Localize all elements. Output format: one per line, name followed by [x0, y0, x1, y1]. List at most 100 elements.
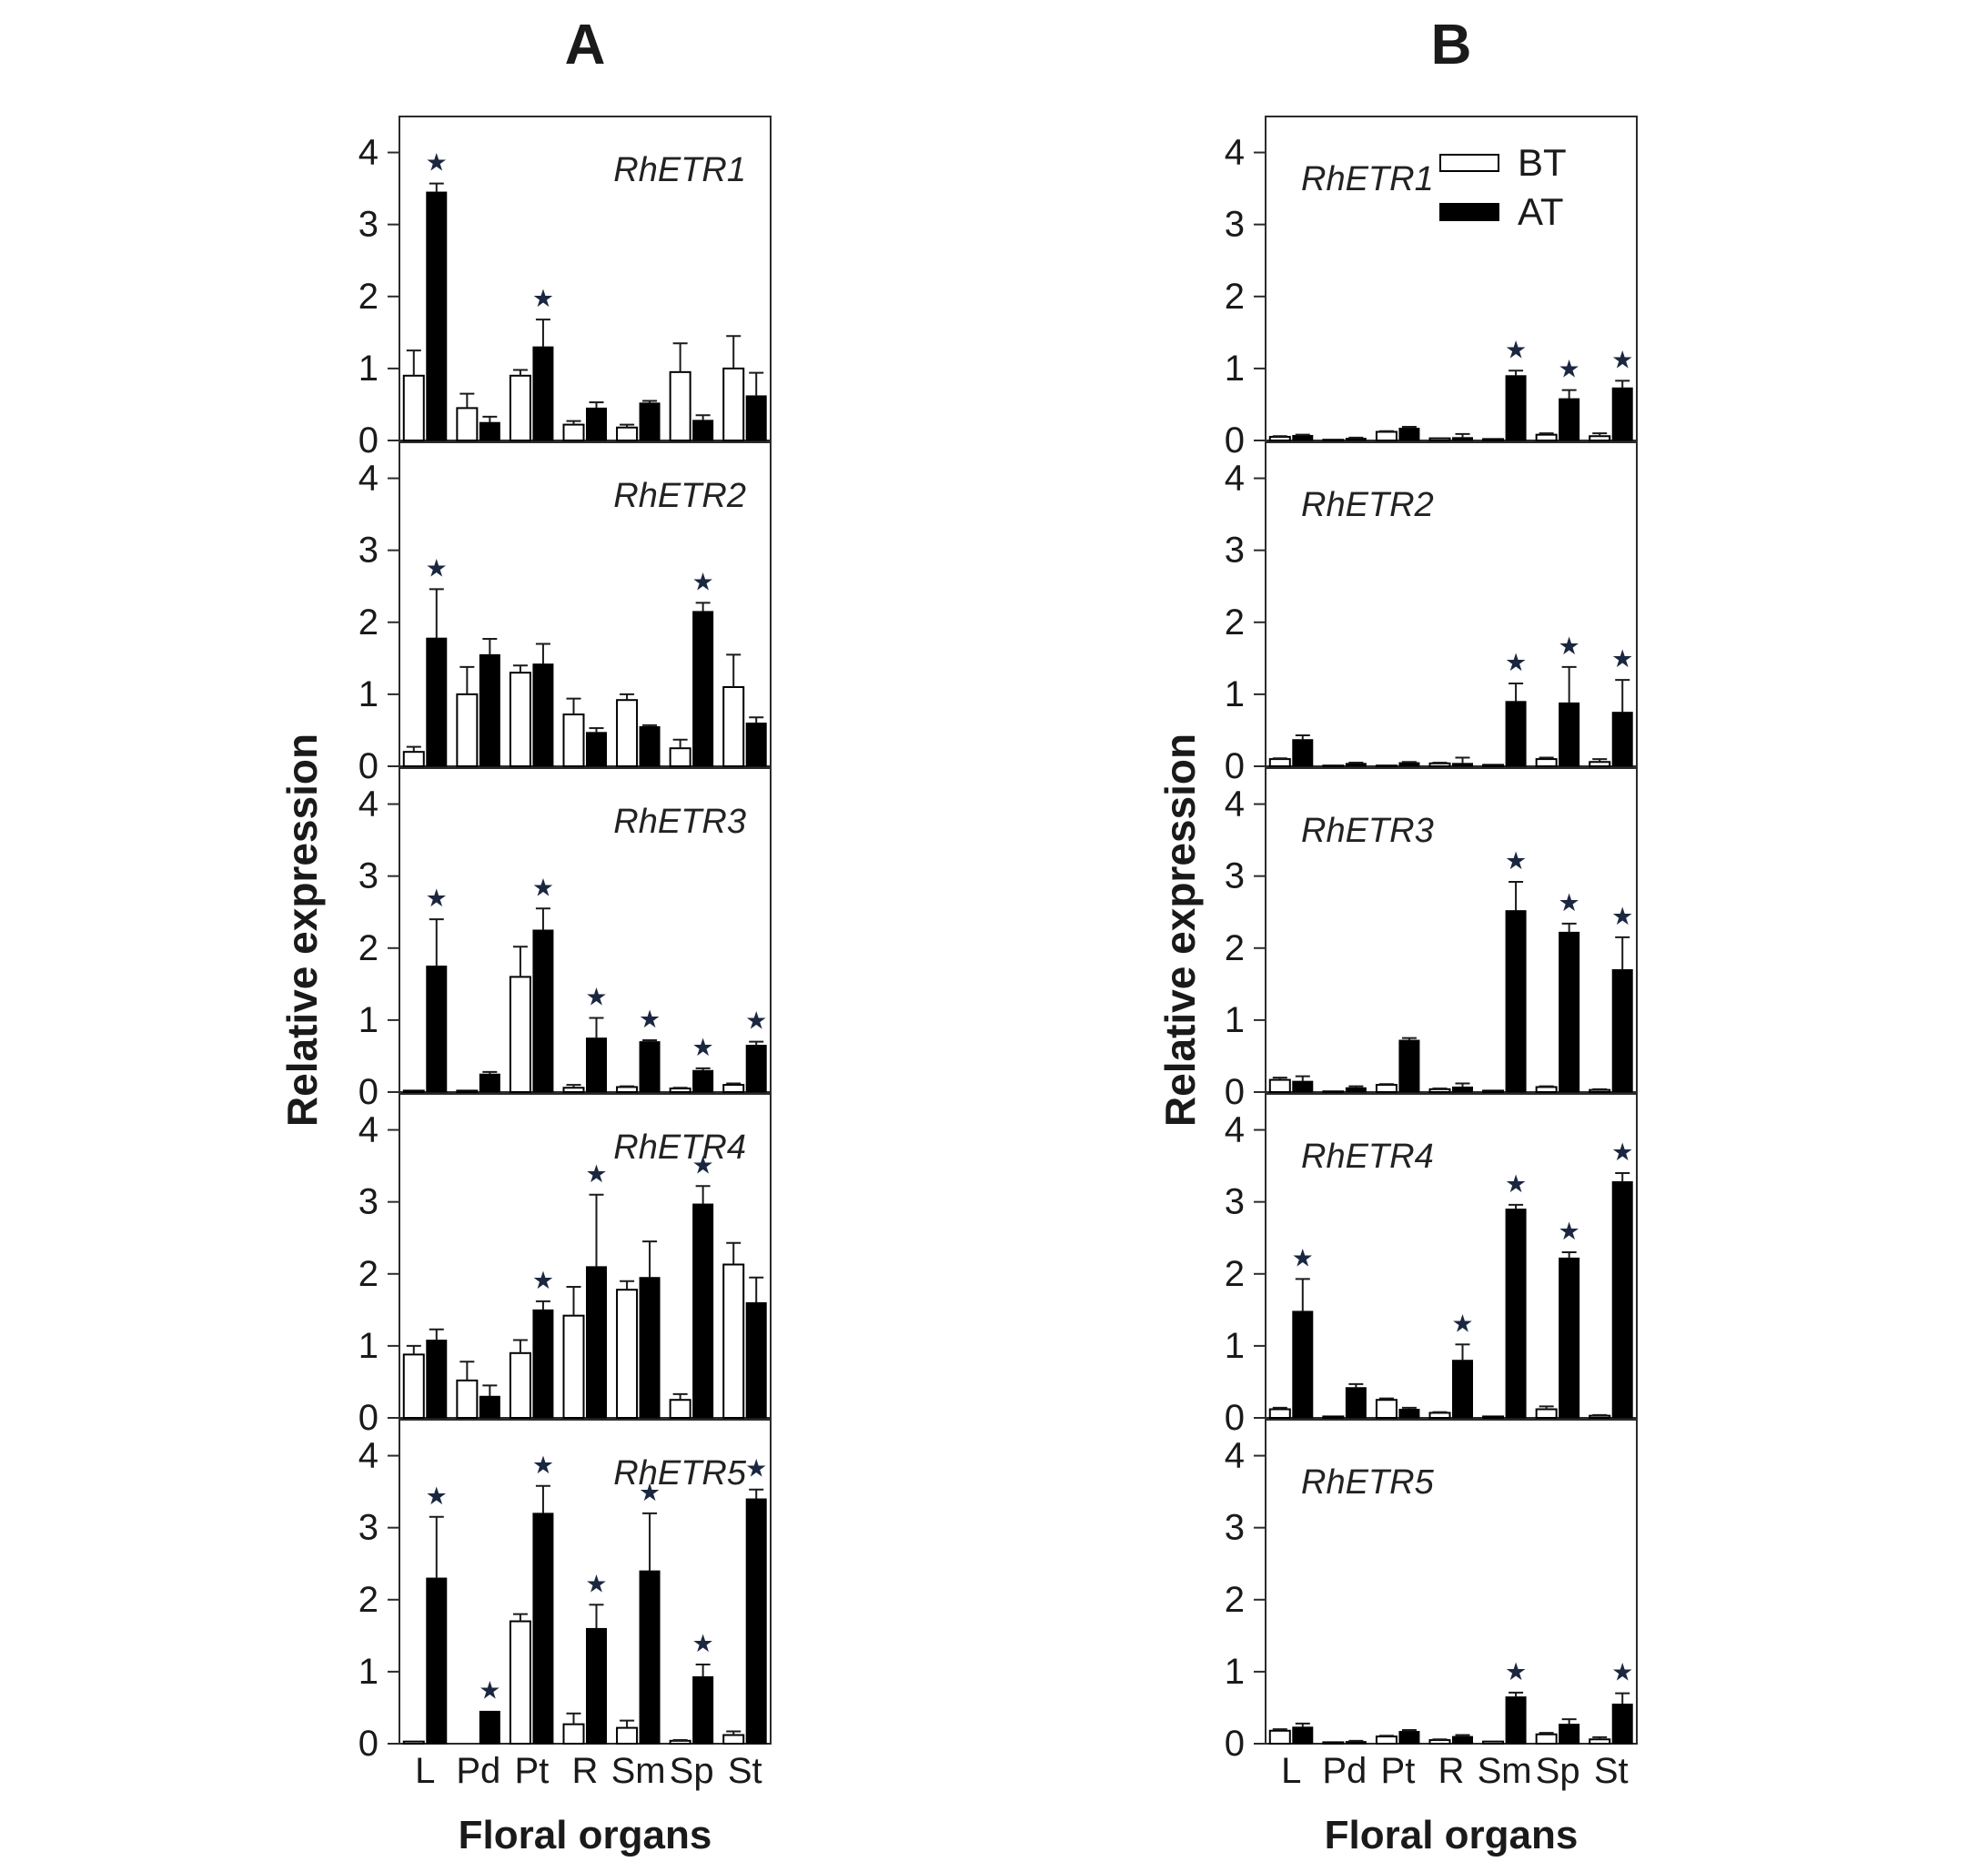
bar-at-St	[745, 395, 767, 441]
column-b-title: B	[1430, 14, 1472, 76]
bar-at-St	[1611, 1181, 1633, 1419]
bar-at-Pt	[532, 1309, 554, 1419]
chart-svg-a-rhetr1: 0 1 2 3 4 RhETR1 ★ ★	[358, 116, 772, 460]
bar-at-R	[586, 407, 607, 441]
y-tick-label: 4	[1225, 784, 1245, 825]
bar-at-Sm	[639, 1570, 661, 1745]
bar-bt-Sm	[616, 1289, 639, 1419]
x-category-label-L: L	[415, 1751, 435, 1791]
chart-panel-b-rhetr1: 0 1 2 3 4 RhETR1 ★ ★ ★	[1185, 116, 1640, 489]
bar-at-Sm	[1505, 375, 1527, 441]
significance-asterisk-icon: ★	[1611, 903, 1633, 930]
bar-at-St	[1611, 1703, 1633, 1745]
significance-asterisk-icon: ★	[426, 149, 448, 177]
y-tick-label: 2	[358, 1580, 378, 1620]
bar-bt-L	[402, 1740, 425, 1746]
bar-at-L	[426, 1577, 448, 1745]
bar-at-Pt	[1398, 428, 1420, 441]
bar-at-L	[426, 191, 448, 441]
bar-bt-Pd	[456, 1379, 479, 1419]
x-category-label-Sp: Sp	[670, 1751, 714, 1791]
bar-bt-Pd	[1322, 764, 1345, 768]
y-tick-label: 3	[1225, 205, 1245, 245]
panel-border	[1265, 767, 1638, 1093]
bar-at-Pt	[1398, 1731, 1420, 1745]
bar-at-Sp	[1559, 1724, 1580, 1745]
y-tick-label: 1	[358, 674, 378, 714]
x-axis-label-b: Floral organs	[1324, 1813, 1579, 1857]
significance-asterisk-icon: ★	[639, 1479, 661, 1506]
bar-bt-R	[1428, 1412, 1451, 1419]
bar-bt-Sm	[1482, 764, 1505, 768]
y-tick-label: 3	[358, 856, 378, 896]
bar-bt-St	[722, 685, 745, 768]
y-tick-label: 3	[358, 531, 378, 571]
y-tick-label: 0	[358, 420, 378, 460]
y-tick-label: 4	[1225, 1436, 1245, 1476]
bar-bt-Pd	[1322, 1090, 1345, 1094]
bar-bt-R	[562, 1723, 585, 1746]
bar-bt-Sm	[1482, 1089, 1505, 1094]
bar-at-Pt	[532, 1513, 554, 1745]
y-tick-label: 4	[358, 459, 378, 499]
bar-bt-Pt	[509, 1620, 531, 1745]
y-tick-label: 2	[1225, 277, 1245, 317]
significance-asterisk-icon: ★	[1611, 346, 1633, 373]
significance-asterisk-icon: ★	[745, 1455, 767, 1482]
legend-swatch-bt-icon	[1439, 154, 1499, 172]
bar-at-L	[1292, 434, 1314, 441]
gene-label: RhETR3	[613, 803, 746, 841]
bar-at-R	[1452, 437, 1473, 441]
x-category-label-Sm: Sm	[1478, 1751, 1532, 1791]
bar-at-Sp	[1559, 398, 1580, 441]
x-category-label-Pd: Pd	[456, 1751, 500, 1791]
y-tick-label: 0	[1225, 1724, 1245, 1764]
bar-bt-R	[562, 423, 585, 441]
panel-border	[399, 1419, 772, 1745]
significance-asterisk-icon: ★	[1559, 1218, 1580, 1245]
bar-bt-Sm	[616, 1726, 639, 1745]
y-tick-label: 2	[358, 1254, 378, 1294]
bar-at-L	[426, 966, 448, 1093]
bar-at-Pd	[479, 653, 500, 767]
significance-asterisk-icon: ★	[532, 285, 554, 312]
significance-asterisk-icon: ★	[532, 1452, 554, 1479]
y-tick-label: 4	[358, 1110, 378, 1150]
bar-bt-St	[722, 1263, 745, 1419]
bar-at-Pd	[479, 1073, 500, 1093]
y-tick-label: 3	[358, 205, 378, 245]
bar-bt-Pd	[456, 1089, 479, 1094]
bar-bt-L	[1268, 1408, 1291, 1419]
significance-asterisk-icon: ★	[479, 1676, 500, 1704]
bar-bt-Pt	[1375, 764, 1398, 768]
y-tick-label: 3	[1225, 531, 1245, 571]
significance-asterisk-icon: ★	[1611, 645, 1633, 673]
bar-at-Pt	[1398, 762, 1420, 767]
chart-panel-a-rhetr4: 0 1 2 3 4 RhETR4 ★ ★ ★	[318, 1093, 773, 1466]
bar-at-St	[745, 1498, 767, 1745]
y-tick-label: 0	[1225, 1398, 1245, 1438]
y-tick-label: 1	[358, 1000, 378, 1040]
gene-label: RhETR5	[613, 1454, 747, 1493]
y-tick-label: 3	[358, 1182, 378, 1222]
significance-asterisk-icon: ★	[532, 1267, 554, 1294]
bar-bt-R	[1428, 1088, 1451, 1093]
x-category-label-R: R	[572, 1751, 599, 1791]
chart-svg-a-rhetr2: 0 1 2 3 4 RhETR2 ★ ★	[358, 441, 772, 786]
x-category-label-Sp: Sp	[1536, 1751, 1580, 1791]
bar-at-St	[745, 1301, 767, 1419]
panel-border	[1265, 1419, 1638, 1745]
significance-asterisk-icon: ★	[585, 1160, 607, 1188]
gene-label: RhETR2	[613, 477, 746, 515]
panel-border	[1265, 441, 1638, 767]
bar-bt-Pt	[1375, 1735, 1398, 1746]
bar-bt-Pt	[509, 976, 531, 1093]
bar-at-Sp	[1559, 702, 1580, 767]
bar-bt-Sm	[1482, 438, 1505, 442]
legend-label-bt: BT	[1518, 141, 1567, 184]
bar-at-St	[1611, 969, 1633, 1093]
chart-svg-b-rhetr5: 0 1 2 3 4 RhETR5 L Pd Pt R ★ Sm Sp ★ St	[1225, 1419, 1638, 1791]
x-category-label-St: St	[728, 1751, 762, 1791]
bar-at-Pt	[1398, 1039, 1420, 1093]
